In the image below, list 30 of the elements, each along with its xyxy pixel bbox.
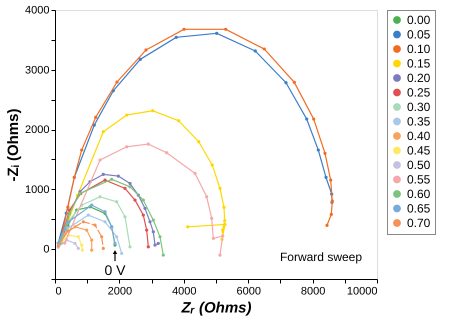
legend-label: 0.25 (407, 86, 431, 100)
annotation: Forward sweep (280, 250, 362, 264)
annotation: 0 V (104, 262, 126, 278)
y-tick-label: 1000 (25, 184, 50, 196)
legend-label: 0.55 (407, 172, 431, 186)
legend-label: 0.70 (407, 216, 431, 230)
x-tick-label: 2000 (108, 286, 132, 298)
legend-label: 0.30 (407, 100, 431, 114)
x-tick-label: 0 (56, 286, 62, 298)
legend-label: 0.50 (407, 158, 431, 172)
x-tick-label: 10000 (346, 286, 378, 298)
y-tick-label: 4000 (25, 4, 50, 16)
legend-label: 0.10 (407, 42, 431, 56)
y-axis-title: -Zᵢ (Ohms) (5, 108, 22, 182)
legend-label: 0.05 (407, 28, 431, 42)
legend-label: 0.35 (407, 114, 431, 128)
legend-label: 0.15 (407, 56, 431, 70)
x-tick-label: 4000 (172, 286, 197, 298)
y-tick-label: 2000 (25, 124, 50, 136)
x-tick-label: 6000 (236, 286, 261, 298)
x-axis-title: Zᵣ (Ohms) (180, 300, 252, 316)
legend-label: 0.20 (407, 71, 431, 85)
legend-label: 0.40 (407, 129, 431, 143)
legend-label: 0.65 (407, 202, 431, 216)
legend-label: 0.00 (407, 13, 431, 27)
x-tick-label: 8000 (300, 286, 326, 298)
legend-label: 0.60 (407, 187, 431, 201)
y-tick-label: 0 (43, 244, 50, 256)
y-tick-label: 3000 (25, 64, 50, 76)
legend-label: 0.45 (407, 144, 431, 158)
